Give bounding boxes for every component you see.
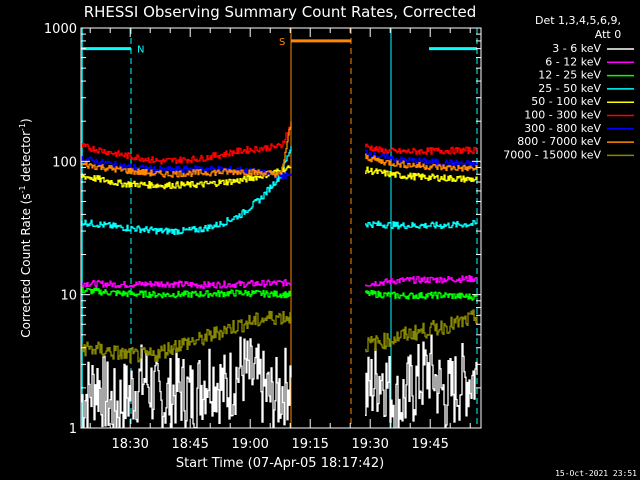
legend-entry: 12 - 25 keV <box>538 69 634 82</box>
flag-bar-label: N <box>137 45 144 56</box>
series-line <box>81 278 292 289</box>
x-tick-label: 19:45 <box>411 437 448 452</box>
legend-label: 100 - 300 keV <box>524 109 601 122</box>
flag-bar: S <box>279 37 351 48</box>
x-tick-label: 18:45 <box>171 437 208 452</box>
y-tick-label: 100 <box>52 155 77 170</box>
y-axis-label-part: detector <box>19 131 33 186</box>
x-tick-label: 19:30 <box>351 437 388 452</box>
y-axis-label-part: ) <box>19 118 33 123</box>
series-segment <box>81 286 292 299</box>
x-axis-label: Start Time (07-Apr-05 18:17:42) <box>176 456 384 471</box>
axes-frame <box>80 27 482 429</box>
series-segment <box>365 153 478 172</box>
series-line <box>365 334 478 428</box>
series-line <box>81 286 292 299</box>
legend-entry: 25 - 50 keV <box>538 82 634 95</box>
series-segment <box>365 274 478 287</box>
legend-label: 50 - 100 keV <box>531 95 601 108</box>
plot-content: NS <box>81 28 478 428</box>
series-line <box>81 156 292 180</box>
series-line <box>81 121 292 178</box>
series-segment <box>81 146 292 235</box>
x-tick-label: 19:00 <box>231 437 268 452</box>
y-tick-label: 1 <box>69 422 77 437</box>
series-segment <box>365 309 478 353</box>
series-line <box>81 336 292 428</box>
series-segment <box>81 124 292 165</box>
legend-entry: 3 - 6 keV <box>552 42 634 55</box>
series-segment <box>365 334 478 428</box>
series-line <box>365 153 478 172</box>
legend-header-line: Att 0 <box>595 28 621 41</box>
y-axis-label: Corrected Count Rate (s-1 detector-1) <box>18 118 33 337</box>
y-axis-label-exponent: -1 <box>18 123 27 131</box>
series-segment <box>81 165 292 190</box>
series-segment <box>81 336 292 428</box>
series-line <box>365 274 478 287</box>
y-tick-label: 1000 <box>44 22 77 37</box>
y-axis-label-part: Corrected Count Rate (s <box>19 193 33 337</box>
legend-entry: 6 - 12 keV <box>545 55 634 68</box>
chart-title: RHESSI Observing Summary Count Rates, Co… <box>84 3 477 21</box>
legend-entry: 50 - 100 keV <box>531 95 634 108</box>
series-line <box>365 149 478 168</box>
series-segment <box>365 289 478 301</box>
legend-label: 800 - 7000 keV <box>517 135 601 148</box>
series-segment <box>81 310 292 364</box>
flag-bar: N <box>81 45 144 56</box>
series-segment <box>81 121 292 178</box>
series-line <box>81 165 292 190</box>
legend-label: 3 - 6 keV <box>552 42 601 55</box>
series-line <box>81 310 292 364</box>
series-segment <box>365 166 478 183</box>
y-axis-label-exponent: -1 <box>18 185 27 193</box>
legend-entry: 7000 - 15000 keV <box>503 148 634 161</box>
series-segment <box>365 220 478 230</box>
footer-timestamp: 15-Oct-2021 23:51 <box>555 469 637 478</box>
x-tick-label: 19:15 <box>291 437 328 452</box>
series-line <box>365 289 478 301</box>
series-line <box>365 220 478 230</box>
legend-label: 6 - 12 keV <box>545 55 601 68</box>
legend-entry: 300 - 800 keV <box>524 122 634 135</box>
series-line <box>365 143 478 155</box>
x-tick-label: 18:30 <box>111 437 148 452</box>
legend-label: 300 - 800 keV <box>524 122 601 135</box>
legend-label: 25 - 50 keV <box>538 82 601 95</box>
legend-label: 12 - 25 keV <box>538 69 601 82</box>
series-segment <box>365 143 478 155</box>
series-line <box>365 309 478 353</box>
flag-bar-label: S <box>279 37 285 48</box>
series-segment <box>81 156 292 180</box>
series-line <box>81 124 292 165</box>
legend-entry: 100 - 300 keV <box>524 109 634 122</box>
y-tick-label: 10 <box>60 289 77 304</box>
legend-header-line: Det 1,3,4,5,6,9, <box>535 14 621 27</box>
series-segment <box>81 278 292 289</box>
legend-entry: 800 - 7000 keV <box>517 135 634 148</box>
series-line <box>81 146 292 235</box>
series-segment <box>365 149 478 168</box>
series-line <box>365 166 478 183</box>
legend-label: 7000 - 15000 keV <box>503 148 601 161</box>
